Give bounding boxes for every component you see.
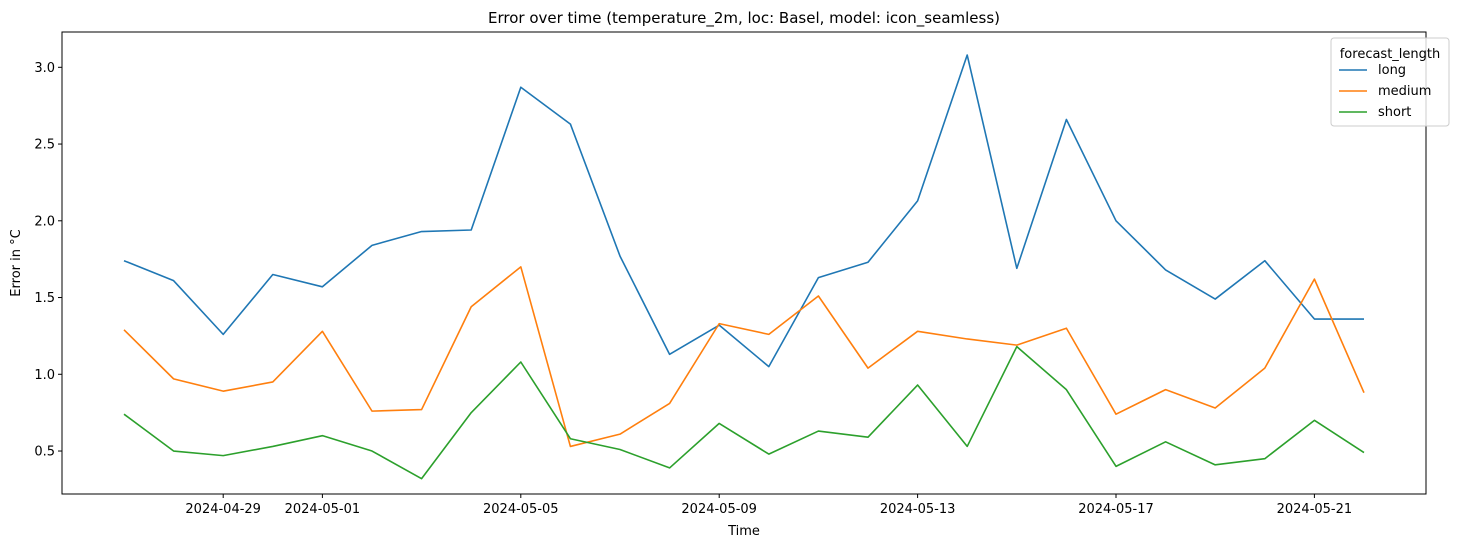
legend-box (1330, 37, 1450, 127)
x-tick-label: 2024-05-21 (1277, 502, 1353, 517)
x-tick-label: 2024-05-01 (285, 502, 361, 517)
y-tick-label: 3.0 (34, 61, 55, 76)
legend-label-short: short (1378, 105, 1411, 120)
chart-title: Error over time (temperature_2m, loc: Ba… (488, 9, 1000, 28)
x-tick-label: 2024-04-29 (185, 502, 261, 517)
y-tick-label: 0.5 (34, 445, 55, 460)
y-tick-label: 2.0 (34, 214, 55, 229)
x-tick-label: 2024-05-13 (880, 502, 956, 517)
x-tick-label: 2024-05-05 (483, 502, 559, 517)
x-tick-label: 2024-05-09 (681, 502, 757, 517)
y-axis-label: Error in °C (9, 229, 24, 296)
plot-frame (61, 31, 1427, 495)
series-line-medium (123, 266, 1365, 448)
legend-items: long medium short (1339, 63, 1431, 120)
y-axis: 0.5 1.0 1.5 2.0 2.5 3.0 (34, 61, 62, 460)
legend-title: forecast_length (1340, 47, 1441, 62)
legend: forecast_length long medium short (1330, 37, 1450, 127)
y-tick-label: 2.5 (34, 138, 55, 153)
x-axis-label: Time (727, 524, 760, 539)
x-tick-label: 2024-05-17 (1078, 502, 1154, 517)
series-line-long (123, 54, 1364, 368)
x-axis: 2024-04-29 2024-05-01 2024-05-05 2024-05-09… (185, 494, 1352, 517)
series-line-short (123, 345, 1365, 480)
y-tick-label: 1.5 (34, 291, 55, 306)
legend-label-long: long (1378, 63, 1406, 78)
plot-area (123, 54, 1365, 480)
y-tick-label: 1.0 (34, 368, 55, 383)
legend-label-medium: medium (1378, 84, 1431, 99)
